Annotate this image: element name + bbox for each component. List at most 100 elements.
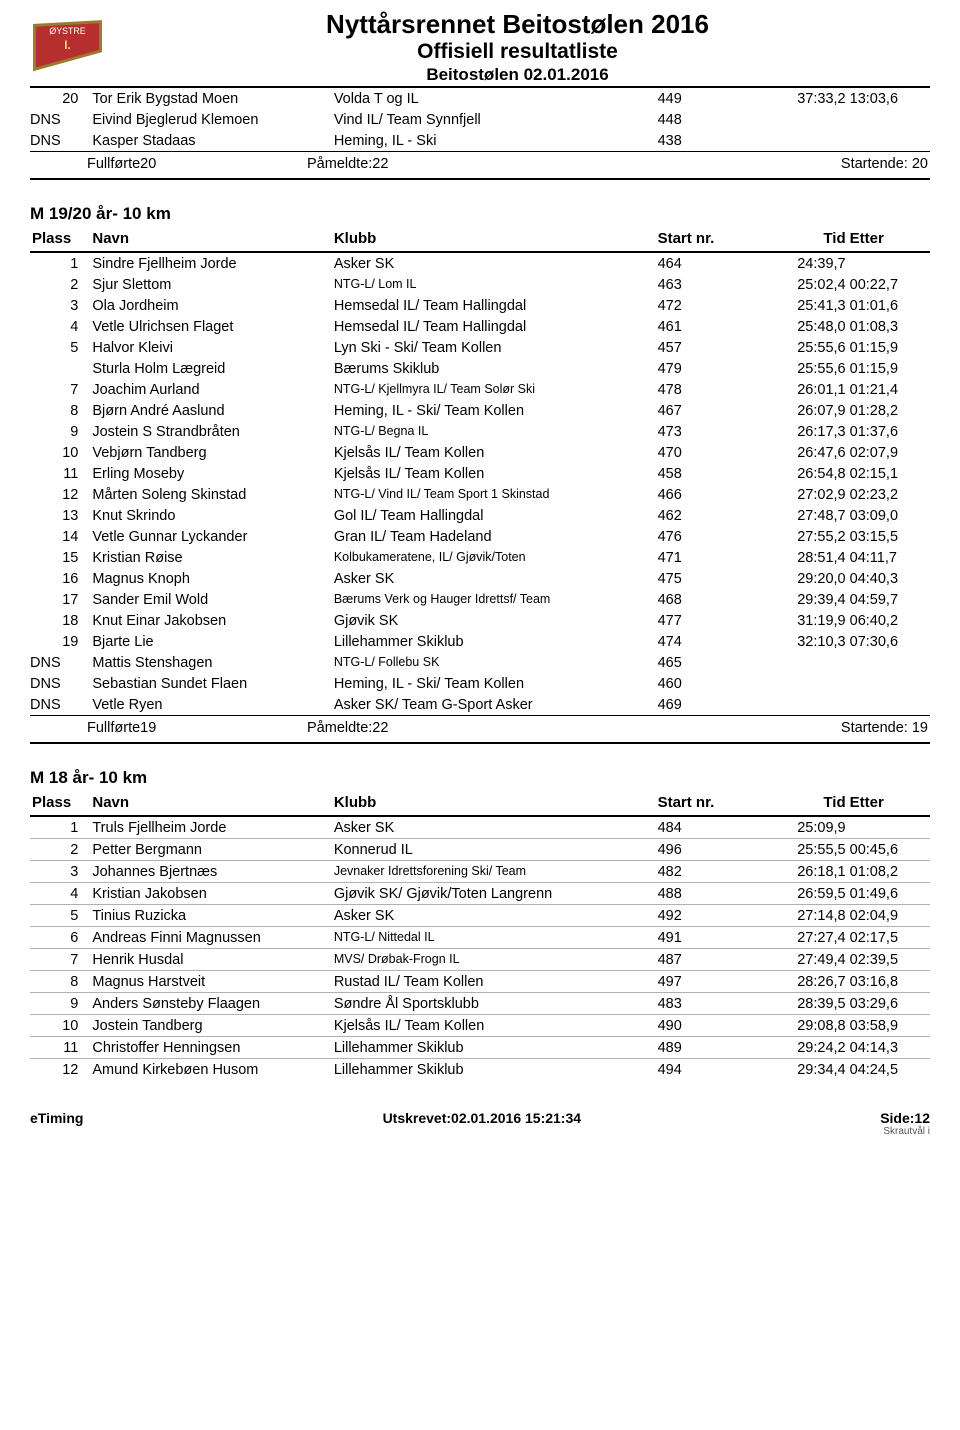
summary-startende: Startende: 20 <box>600 152 930 176</box>
cell-navn: Mattis Stenshagen <box>90 652 331 673</box>
cell-klubb: Lillehammer Skiklub <box>332 1037 656 1058</box>
table-row: DNSVetle RyenAsker SK/ Team G-Sport Aske… <box>30 694 930 715</box>
table-row: 8Magnus HarstveitRustad IL/ Team Kollen4… <box>30 971 930 992</box>
table-row: 5Halvor KleiviLyn Ski - Ski/ Team Kollen… <box>30 337 930 358</box>
table-row: 17Sander Emil WoldBærums Verk og Hauger … <box>30 589 930 610</box>
logo-subtext: I. <box>64 39 71 52</box>
cell-klubb: Lillehammer Skiklub <box>332 631 656 652</box>
table-row: DNSMattis StenshagenNTG-L/ Follebu SK465 <box>30 652 930 673</box>
cell-klubb: Asker SK <box>332 568 656 589</box>
cell-start: 471 <box>656 547 755 568</box>
cell-plass: 5 <box>30 337 90 358</box>
table-row: 10Jostein TandbergKjelsås IL/ Team Kolle… <box>30 1015 930 1036</box>
cell-plass: 9 <box>30 421 90 442</box>
cell-start: 483 <box>656 993 755 1014</box>
cell-tid: 27:27,4 <box>754 927 847 948</box>
cell-klubb: Kolbukameratene, IL/ Gjøvik/Toten <box>332 547 656 568</box>
table-row: DNSEivind Bjeglerud KlemoenVind IL/ Team… <box>30 109 930 130</box>
col-start: Start nr. <box>656 227 755 249</box>
table-row: 6Andreas Finni MagnussenNTG-L/ Nittedal … <box>30 927 930 948</box>
cell-tid: 37:33,2 <box>754 88 847 109</box>
cell-tid: 25:55,5 <box>754 839 847 860</box>
cell-navn: Sebastian Sundet Flaen <box>90 673 331 694</box>
cell-etter: 07:30,6 <box>848 631 930 652</box>
section1-summary: Fullførte19 Påmeldte:22 Startende: 19 <box>30 716 930 740</box>
cell-start: 468 <box>656 589 755 610</box>
col-klubb: Klubb <box>332 227 656 249</box>
cell-navn: Sturla Holm Lægreid <box>90 358 331 379</box>
cell-plass: 12 <box>30 1059 90 1080</box>
cell-navn: Jostein S Strandbråten <box>90 421 331 442</box>
col-klubb: Klubb <box>332 791 656 813</box>
cell-start: 460 <box>656 673 755 694</box>
cell-navn: Petter Bergmann <box>90 839 331 860</box>
cell-tid: 26:17,3 <box>754 421 847 442</box>
cell-navn: Sander Emil Wold <box>90 589 331 610</box>
cell-plass: 7 <box>30 949 90 970</box>
cell-klubb: Gjøvik SK <box>332 610 656 631</box>
table-row: 11Christoffer HenningsenLillehammer Skik… <box>30 1037 930 1058</box>
cell-etter: 01:15,9 <box>848 337 930 358</box>
footer-sub: Skrautvål i <box>880 1126 930 1137</box>
table-row: 8Bjørn André AaslundHeming, IL - Ski/ Te… <box>30 400 930 421</box>
cell-tid: 26:59,5 <box>754 883 847 904</box>
cell-tid: 27:14,8 <box>754 905 847 926</box>
cell-etter: 00:22,7 <box>848 274 930 295</box>
cell-navn: Erling Moseby <box>90 463 331 484</box>
cell-klubb: Bærums Verk og Hauger Idrettsf/ Team <box>332 589 656 610</box>
cell-klubb: Heming, IL - Ski/ Team Kollen <box>332 400 656 421</box>
cell-klubb: NTG-L/ Lom IL <box>332 274 656 295</box>
cell-navn: Ola Jordheim <box>90 295 331 316</box>
section1-header: Plass Navn Klubb Start nr. Tid Etter <box>30 227 930 249</box>
cell-klubb: Lyn Ski - Ski/ Team Kollen <box>332 337 656 358</box>
cell-plass: 1 <box>30 817 90 838</box>
cell-tid <box>754 694 847 715</box>
result-title: Offisiell resultatliste <box>105 40 930 63</box>
cell-etter: 01:15,9 <box>848 358 930 379</box>
table-row: 18Knut Einar JakobsenGjøvik SK47731:19,9… <box>30 610 930 631</box>
cell-start: 479 <box>656 358 755 379</box>
cell-navn: Andreas Finni Magnussen <box>90 927 331 948</box>
cell-start: 475 <box>656 568 755 589</box>
cell-navn: Vebjørn Tandberg <box>90 442 331 463</box>
table-row: 7Joachim AurlandNTG-L/ Kjellmyra IL/ Tea… <box>30 379 930 400</box>
cell-etter: 13:03,6 <box>848 88 930 109</box>
cell-etter: 01:08,2 <box>848 861 930 882</box>
cell-tid <box>754 109 847 130</box>
cell-tid: 28:26,7 <box>754 971 847 992</box>
cell-etter: 03:15,5 <box>848 526 930 547</box>
table-row: 10Vebjørn TandbergKjelsås IL/ Team Kolle… <box>30 442 930 463</box>
cell-start: 488 <box>656 883 755 904</box>
cell-plass: 18 <box>30 610 90 631</box>
cell-tid: 29:24,2 <box>754 1037 847 1058</box>
cell-plass: DNS <box>30 109 90 130</box>
cell-navn: Henrik Husdal <box>90 949 331 970</box>
cell-plass <box>30 358 90 379</box>
cell-klubb: Bærums Skiklub <box>332 358 656 379</box>
table-row: 9Anders Sønsteby FlaagenSøndre Ål Sports… <box>30 993 930 1014</box>
divider <box>30 742 930 744</box>
cell-klubb: NTG-L/ Nittedal IL <box>332 927 656 948</box>
cell-start: 477 <box>656 610 755 631</box>
cell-plass: 20 <box>30 88 90 109</box>
cell-plass: 10 <box>30 1015 90 1036</box>
cell-plass: 11 <box>30 1037 90 1058</box>
cell-etter: 04:11,7 <box>848 547 930 568</box>
cell-start: 494 <box>656 1059 755 1080</box>
table-row: 2Petter BergmannKonnerud IL49625:55,500:… <box>30 839 930 860</box>
cell-start: 496 <box>656 839 755 860</box>
cell-klubb: Vind IL/ Team Synnfjell <box>332 109 656 130</box>
cell-plass: 3 <box>30 295 90 316</box>
cell-navn: Tor Erik Bygstad Moen <box>90 88 331 109</box>
cell-plass: 9 <box>30 993 90 1014</box>
cell-plass: 15 <box>30 547 90 568</box>
col-start: Start nr. <box>656 791 755 813</box>
footer-center: Utskrevet:02.01.2016 15:21:34 <box>383 1110 581 1137</box>
logo-text: ØYSTRE <box>49 26 85 36</box>
cell-etter: 01:28,2 <box>848 400 930 421</box>
table-row: 11Erling MosebyKjelsås IL/ Team Kollen45… <box>30 463 930 484</box>
table-row: DNSSebastian Sundet FlaenHeming, IL - Sk… <box>30 673 930 694</box>
cell-plass: 2 <box>30 839 90 860</box>
cell-navn: Bjarte Lie <box>90 631 331 652</box>
cell-klubb: Asker SK <box>332 817 656 838</box>
